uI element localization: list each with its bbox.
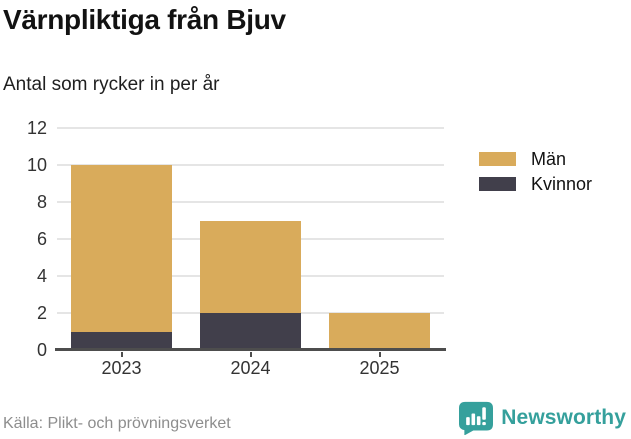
bar-chart-speech-bubble-icon bbox=[459, 401, 494, 435]
newsworthy-branding: Newsworthy bbox=[458, 401, 626, 435]
newsworthy-wordmark: Newsworthy bbox=[501, 406, 626, 429]
y-tick-label: 4 bbox=[36, 266, 47, 286]
y-axis: 0 2 4 6 8 10 12 bbox=[0, 118, 47, 360]
y-tick-label: 6 bbox=[36, 229, 47, 249]
y-tick-label: 10 bbox=[26, 155, 47, 175]
legend-swatch-kvinnor bbox=[479, 177, 516, 191]
y-tick-label: 0 bbox=[36, 340, 47, 360]
x-tick-label: 2025 bbox=[359, 358, 400, 378]
bar-segment-kvinnor bbox=[200, 313, 301, 350]
bar-group-2024 bbox=[200, 220, 301, 350]
bar-segment-män bbox=[200, 220, 301, 313]
x-tick-mark bbox=[249, 352, 252, 357]
chart-title: Värnpliktiga från Bjuv bbox=[3, 4, 286, 35]
y-tick-label: 12 bbox=[26, 118, 47, 138]
y-tick-label: 2 bbox=[36, 303, 47, 323]
gridline bbox=[57, 127, 444, 129]
legend-item-män: Män bbox=[479, 149, 592, 169]
y-tick-label: 8 bbox=[36, 192, 47, 212]
legend-label: Kvinnor bbox=[531, 173, 593, 194]
legend: Män Kvinnor bbox=[479, 149, 592, 199]
plot-area bbox=[55, 127, 446, 351]
x-axis: 2023 2024 2025 bbox=[57, 352, 444, 380]
bar-group-2025 bbox=[329, 313, 430, 350]
bar-segment-män bbox=[71, 165, 172, 332]
gridline bbox=[57, 201, 444, 203]
legend-swatch-män bbox=[479, 152, 516, 166]
x-tick-mark bbox=[378, 352, 381, 357]
bar-segment-kvinnor bbox=[71, 331, 172, 350]
bar-group-2023 bbox=[71, 165, 172, 350]
x-tick-mark bbox=[120, 352, 123, 357]
bar-segment-män bbox=[329, 313, 430, 350]
gridline bbox=[57, 164, 444, 166]
legend-item-kvinnor: Kvinnor bbox=[479, 174, 592, 194]
chart-subtitle: Antal som rycker in per år bbox=[3, 74, 220, 95]
x-tick-label: 2024 bbox=[230, 358, 271, 378]
source-note: Källa: Plikt- och prövningsverket bbox=[3, 415, 231, 432]
legend-label: Män bbox=[531, 148, 567, 169]
x-axis-line bbox=[55, 348, 446, 351]
x-tick-label: 2023 bbox=[101, 358, 142, 378]
